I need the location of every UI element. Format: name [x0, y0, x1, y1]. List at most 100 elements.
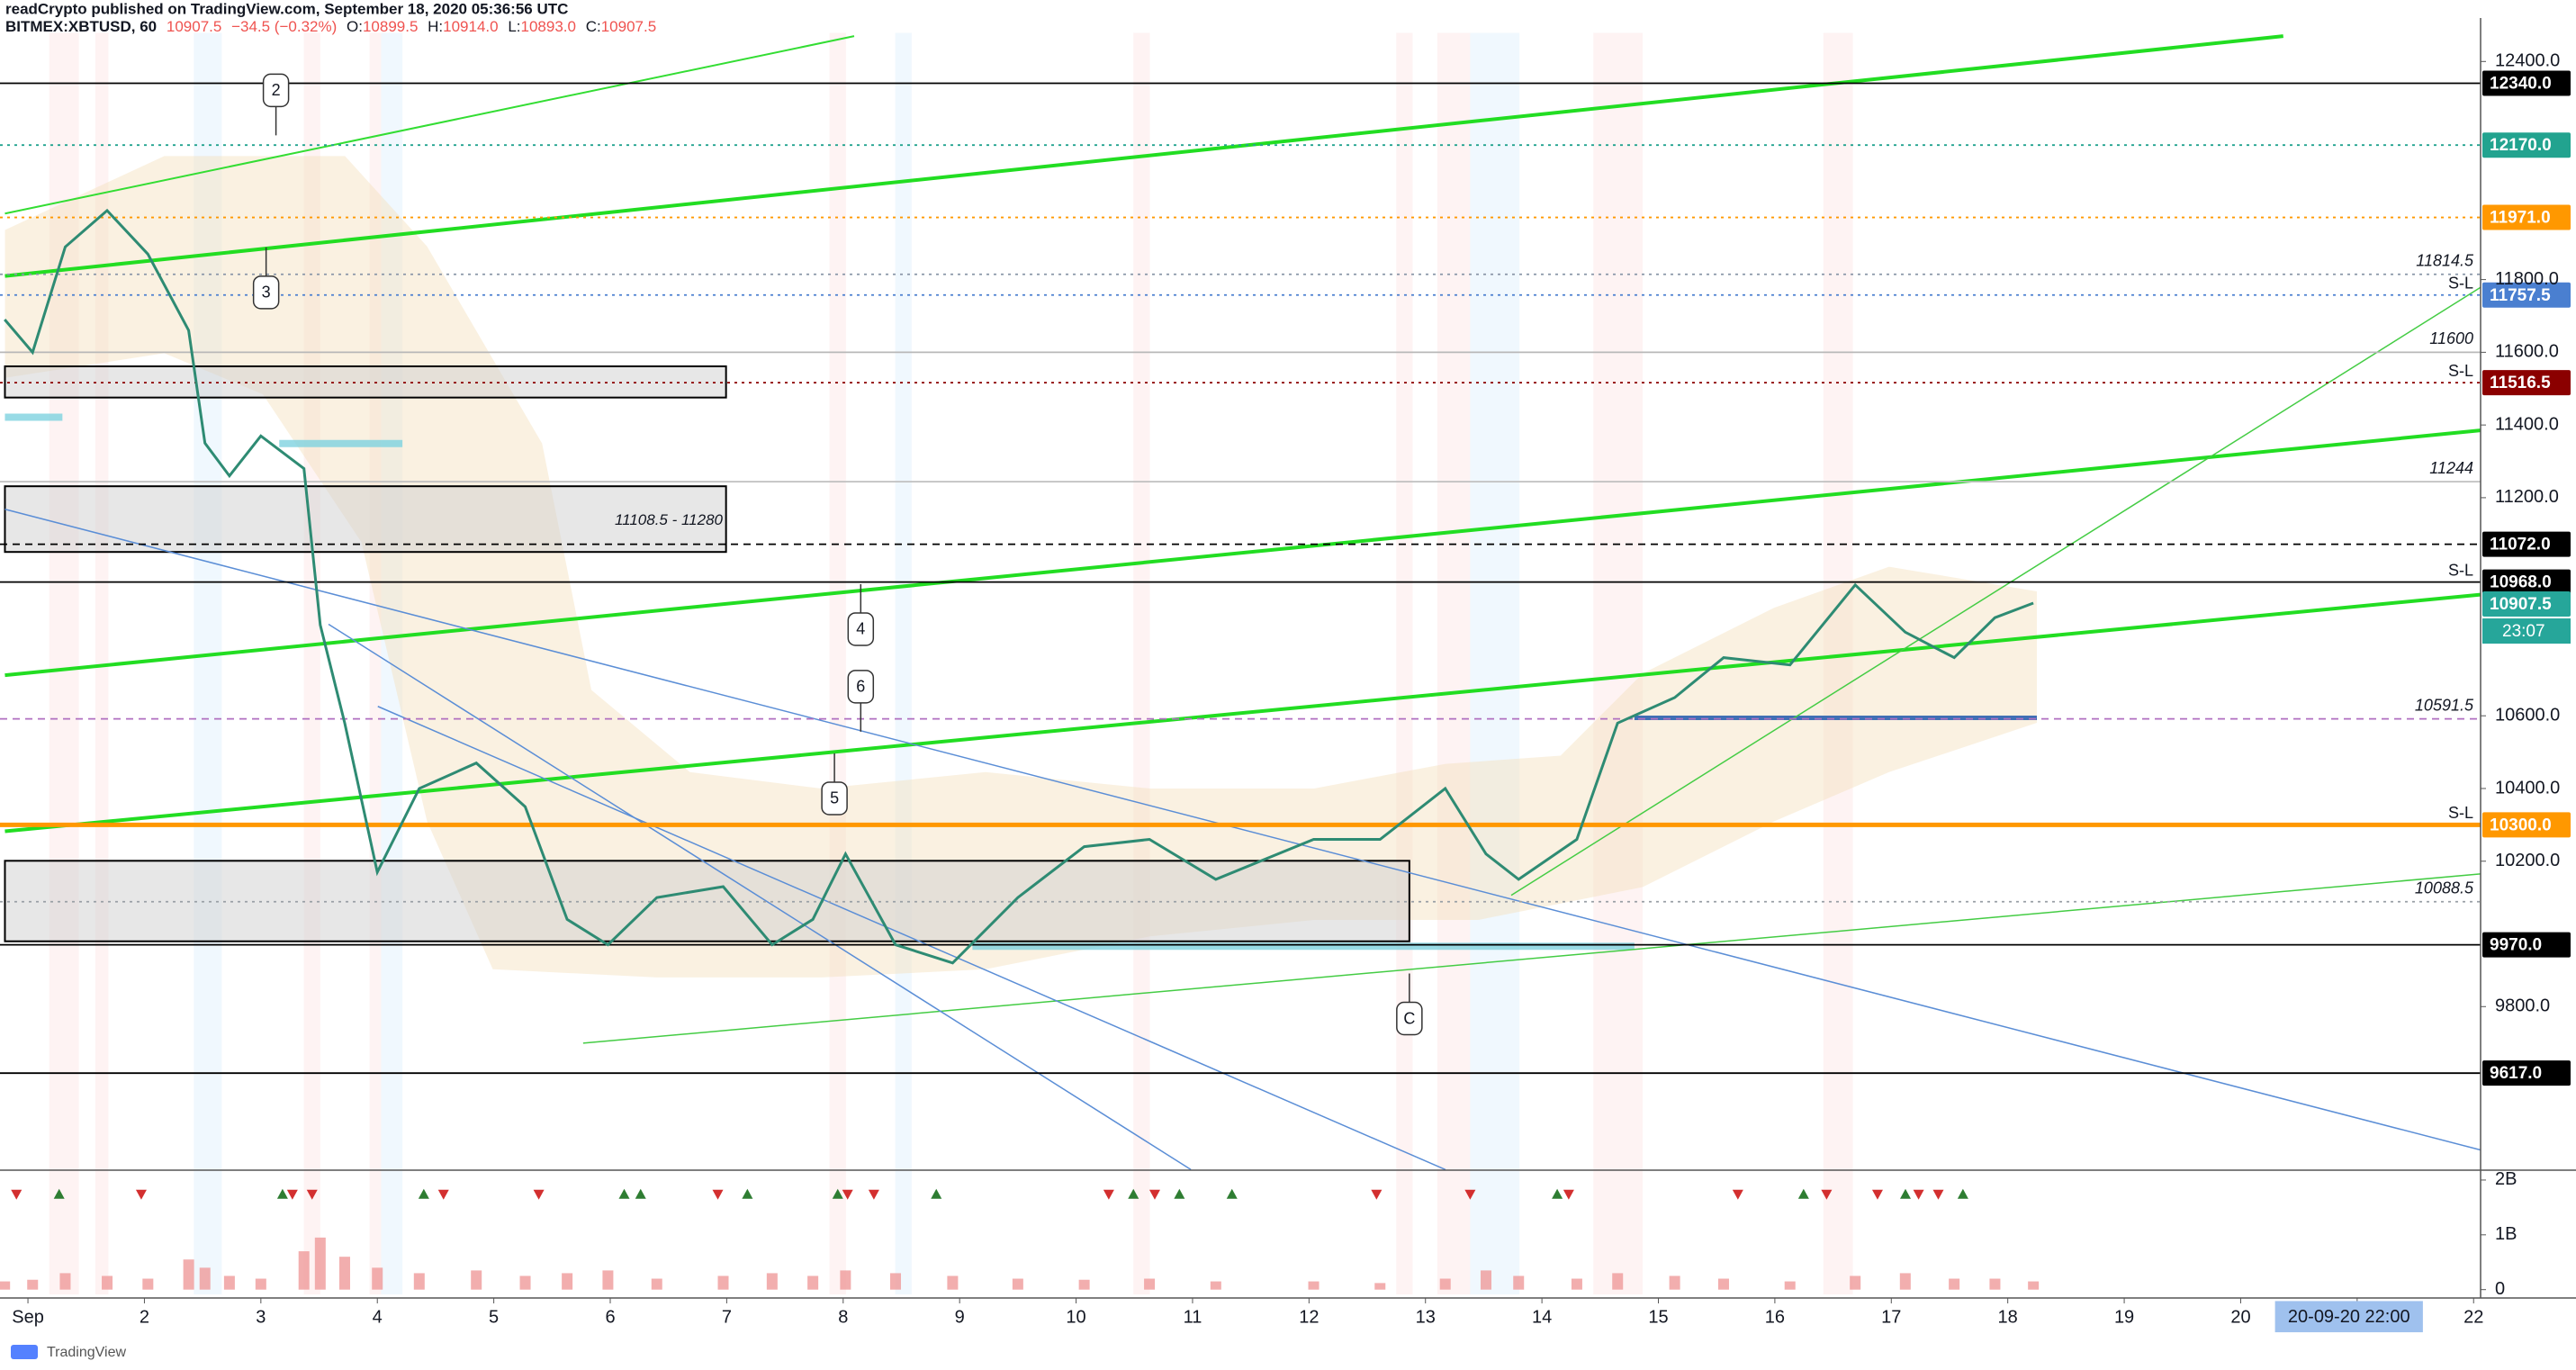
signal-arrow: [635, 1188, 646, 1199]
session-stripe: [1823, 32, 1853, 1295]
x-tick-label: 7: [722, 1307, 732, 1327]
session-stripe: [194, 32, 222, 1295]
x-tick-label: 10: [1066, 1307, 1085, 1327]
signal-arrow: [1732, 1189, 1743, 1200]
x-tick-label: 20: [2230, 1307, 2250, 1327]
signal-arrow: [1128, 1188, 1139, 1199]
volume-tick-label: 0: [2495, 1279, 2505, 1299]
volume-bar: [1717, 1278, 1729, 1290]
price-tag-label: 9617.0: [2490, 1064, 2542, 1083]
volume-bar: [27, 1279, 39, 1290]
signal-arrow: [742, 1188, 753, 1199]
signal-arrow: [712, 1189, 724, 1200]
volume-bar: [413, 1273, 425, 1290]
signal-arrow: [1552, 1188, 1563, 1199]
volume-tick-label: 1B: [2495, 1224, 2517, 1244]
wave-box: [262, 73, 290, 108]
countdown-tag: [2482, 618, 2571, 644]
ohlc-value: 10914.0: [443, 18, 498, 35]
y-tick-label: 10400.0: [2495, 778, 2560, 798]
volume-bar: [1144, 1278, 1156, 1290]
x-tick-label: 2: [140, 1307, 149, 1327]
wave-label: 2: [272, 81, 281, 99]
x-tick-label: 17: [1881, 1307, 1901, 1327]
symbol-line: BITMEX:XBTUSD, 60 10907.5 −34.5 (−0.32%)…: [5, 18, 656, 35]
price-tag-label: 10968.0: [2490, 573, 2552, 592]
price-tag: [2482, 569, 2571, 595]
trend-line: [5, 34, 2283, 278]
volume-bar: [807, 1275, 819, 1290]
signal-arrow: [1371, 1189, 1383, 1200]
price-tag-label: 9970.0: [2490, 936, 2542, 955]
level-note: S-L: [2448, 275, 2473, 293]
session-stripe: [1593, 32, 1643, 1295]
signal-arrow: [437, 1189, 449, 1200]
level-label: 11814.5: [2416, 252, 2474, 270]
volume-bar: [602, 1270, 614, 1290]
price-tag: [2482, 1060, 2571, 1086]
signal-arrow: [1226, 1188, 1238, 1199]
volume-bar: [651, 1278, 662, 1290]
level-label: 10088.5: [2415, 879, 2474, 897]
session-stripe: [49, 32, 79, 1295]
y-tick-label: 11600.0: [2495, 342, 2559, 362]
volume-bar: [223, 1275, 235, 1290]
signal-arrow: [832, 1188, 843, 1199]
session-stripe: [829, 32, 846, 1295]
x-tick-label: 22: [2463, 1307, 2483, 1327]
price-tag-label: 10300.0: [2490, 816, 2552, 834]
trend-line: [1510, 286, 2481, 897]
wave-label: 4: [856, 620, 865, 638]
volume-bar: [199, 1267, 211, 1290]
x-tick-label: 19: [2114, 1307, 2134, 1327]
volume-bar: [766, 1273, 778, 1290]
ohlc-key: H:: [428, 18, 443, 35]
price-tag-label: 11072.0: [2490, 536, 2551, 554]
price-tag-label: 11516.5: [2490, 374, 2551, 392]
signal-arrow: [11, 1189, 23, 1200]
x-tick-label: Sep: [12, 1307, 44, 1327]
volume-bar: [1210, 1281, 1221, 1290]
volume-bar: [59, 1273, 71, 1290]
y-tick-label: 10600.0: [2495, 705, 2560, 725]
session-stripe: [1470, 32, 1520, 1295]
volume-bar: [298, 1251, 310, 1290]
change: −34.5 (−0.32%): [231, 18, 337, 35]
volume-bar: [1850, 1275, 1861, 1290]
signal-arrow: [418, 1188, 429, 1199]
footer: TradingView: [47, 1345, 126, 1360]
trend-line: [582, 873, 2481, 1044]
price-tag: [2482, 531, 2571, 557]
y-tick-label: 10200.0: [2495, 851, 2560, 870]
volume-bar: [1949, 1278, 1960, 1290]
x-tick-label: 15: [1648, 1307, 1668, 1327]
volume-bar: [1308, 1281, 1320, 1290]
wave-label: 6: [856, 678, 865, 696]
wave-label: 5: [830, 789, 839, 807]
wave-label: C: [1403, 1009, 1415, 1027]
volume-bar: [1571, 1278, 1582, 1290]
y-tick-label: 11400.0: [2495, 414, 2559, 434]
ichimoku-cloud: [5, 156, 2037, 978]
price-tag: [2482, 591, 2571, 617]
price-tag: [2482, 812, 2571, 838]
wave-box: [252, 275, 280, 310]
volume-bar: [840, 1270, 851, 1290]
price-tag-label: 12170.0: [2490, 136, 2552, 155]
x-tick-label: 16: [1765, 1307, 1785, 1327]
volume-bar: [1374, 1283, 1386, 1290]
price-tag-label: 11971.0: [2490, 209, 2551, 228]
session-stripe: [1396, 32, 1413, 1295]
price-tag: [2482, 70, 2571, 96]
x-tick-label: 4: [373, 1307, 383, 1327]
wave-box: [847, 612, 875, 646]
volume-bar: [1439, 1278, 1451, 1290]
x-tick-label: 6: [605, 1307, 615, 1327]
countdown: 23:07: [2502, 622, 2545, 641]
level-note: S-L: [2448, 362, 2473, 380]
volume-bar: [314, 1237, 326, 1290]
x-tick-label: 8: [838, 1307, 848, 1327]
signal-arrow: [1821, 1189, 1833, 1200]
